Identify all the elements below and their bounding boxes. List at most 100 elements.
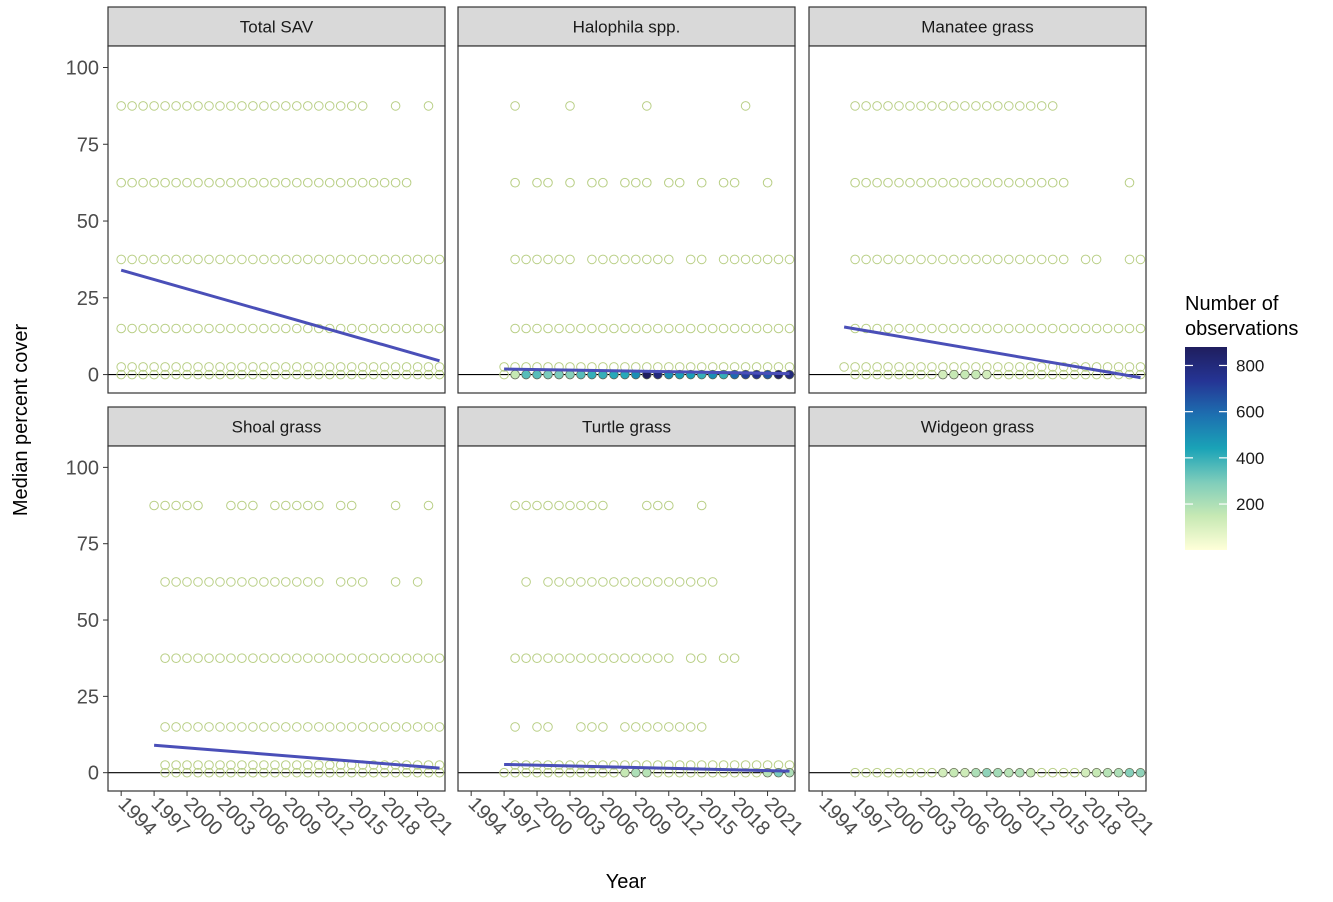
- data-point: [204, 177, 214, 188]
- panel-border: [808, 445, 1147, 792]
- data-point: [696, 500, 707, 511]
- data-point: [346, 653, 357, 664]
- data-point: [510, 767, 520, 778]
- y-tick-label: 75: [77, 534, 99, 556]
- data-point: [390, 767, 401, 778]
- data-point: [346, 767, 357, 778]
- data-point: [499, 362, 509, 372]
- data-point: [916, 362, 926, 372]
- data-point: [226, 760, 236, 770]
- data-point: [554, 254, 564, 265]
- data-point: [1025, 177, 1036, 188]
- data-point: [324, 362, 335, 372]
- data-point: [696, 177, 707, 188]
- data-point: [138, 323, 148, 334]
- data-point: [1004, 101, 1014, 111]
- data-point: [521, 653, 531, 664]
- data-point: [642, 577, 652, 587]
- facet-title: Shoal grass: [232, 418, 322, 437]
- data-point: [894, 362, 904, 372]
- data-point: [193, 767, 203, 778]
- data-point: [960, 101, 970, 111]
- data-point-colored: [938, 370, 948, 380]
- data-point: [303, 101, 313, 111]
- data-point: [1047, 177, 1058, 188]
- data-point: [204, 577, 214, 587]
- data-point: [982, 323, 992, 334]
- data-point: [894, 177, 904, 188]
- data-point: [379, 653, 390, 664]
- data-point: [171, 323, 181, 334]
- facet-panel: Halophila spp.: [457, 6, 796, 394]
- data-point: [182, 767, 192, 778]
- data-point: [565, 653, 575, 664]
- data-point: [543, 254, 553, 265]
- data-point: [160, 177, 170, 188]
- data-point: [883, 101, 893, 111]
- data-point: [335, 254, 346, 265]
- data-point: [116, 101, 126, 111]
- data-point: [412, 369, 423, 380]
- data-point: [434, 760, 445, 770]
- data-point: [324, 722, 335, 732]
- data-point: [226, 254, 236, 265]
- trend-line: [504, 762, 790, 773]
- data-point: [565, 577, 575, 587]
- data-point: [510, 254, 520, 265]
- colorbar-tick-label: 200: [1236, 495, 1264, 514]
- y-tick-label: 100: [66, 57, 99, 79]
- data-point-colored: [1026, 768, 1036, 778]
- data-point: [751, 254, 762, 265]
- data-point: [510, 323, 520, 334]
- data-point: [292, 760, 302, 770]
- data-point: [390, 254, 401, 265]
- data-point: [982, 177, 992, 188]
- data-point: [335, 767, 346, 778]
- data-point: [554, 767, 564, 778]
- panel-background: [809, 446, 1146, 791]
- data-point: [598, 500, 608, 511]
- data-point: [237, 653, 247, 664]
- data-point: [270, 500, 280, 511]
- data-point: [1113, 323, 1124, 334]
- data-point: [729, 254, 740, 265]
- data-point-colored: [938, 768, 948, 778]
- data-point: [960, 323, 970, 334]
- colorbar-tick-label: 800: [1236, 356, 1264, 375]
- data-point: [993, 177, 1003, 188]
- data-point: [883, 177, 893, 188]
- data-point: [193, 577, 203, 587]
- data-point: [314, 254, 324, 265]
- data-point: [620, 254, 630, 265]
- data-point: [182, 362, 192, 372]
- x-tick-label: 1994: [815, 793, 862, 840]
- data-point: [434, 323, 445, 334]
- data-point: [510, 177, 520, 188]
- data-point-colored: [971, 370, 981, 380]
- data-point: [949, 323, 959, 334]
- data-point: [631, 577, 641, 587]
- data-point: [259, 722, 269, 732]
- data-point: [237, 767, 247, 778]
- data-point: [335, 577, 346, 587]
- data-point: [204, 323, 214, 334]
- data-point: [357, 722, 368, 732]
- data-point: [971, 177, 981, 188]
- data-point: [127, 362, 137, 372]
- data-point: [850, 101, 860, 111]
- data-point: [423, 101, 434, 111]
- data-point: [390, 323, 401, 334]
- data-point: [346, 722, 357, 732]
- data-point-colored: [1091, 768, 1102, 778]
- facet-title: Halophila spp.: [573, 18, 681, 37]
- data-point: [149, 177, 159, 188]
- data-point: [346, 101, 357, 111]
- data-point: [565, 101, 575, 111]
- data-point: [193, 722, 203, 732]
- data-point: [379, 323, 390, 334]
- trend-line: [120, 268, 440, 363]
- data-point: [160, 500, 170, 511]
- x-tick-label: 1994: [114, 793, 161, 840]
- data-point: [390, 177, 401, 188]
- data-point: [631, 177, 641, 188]
